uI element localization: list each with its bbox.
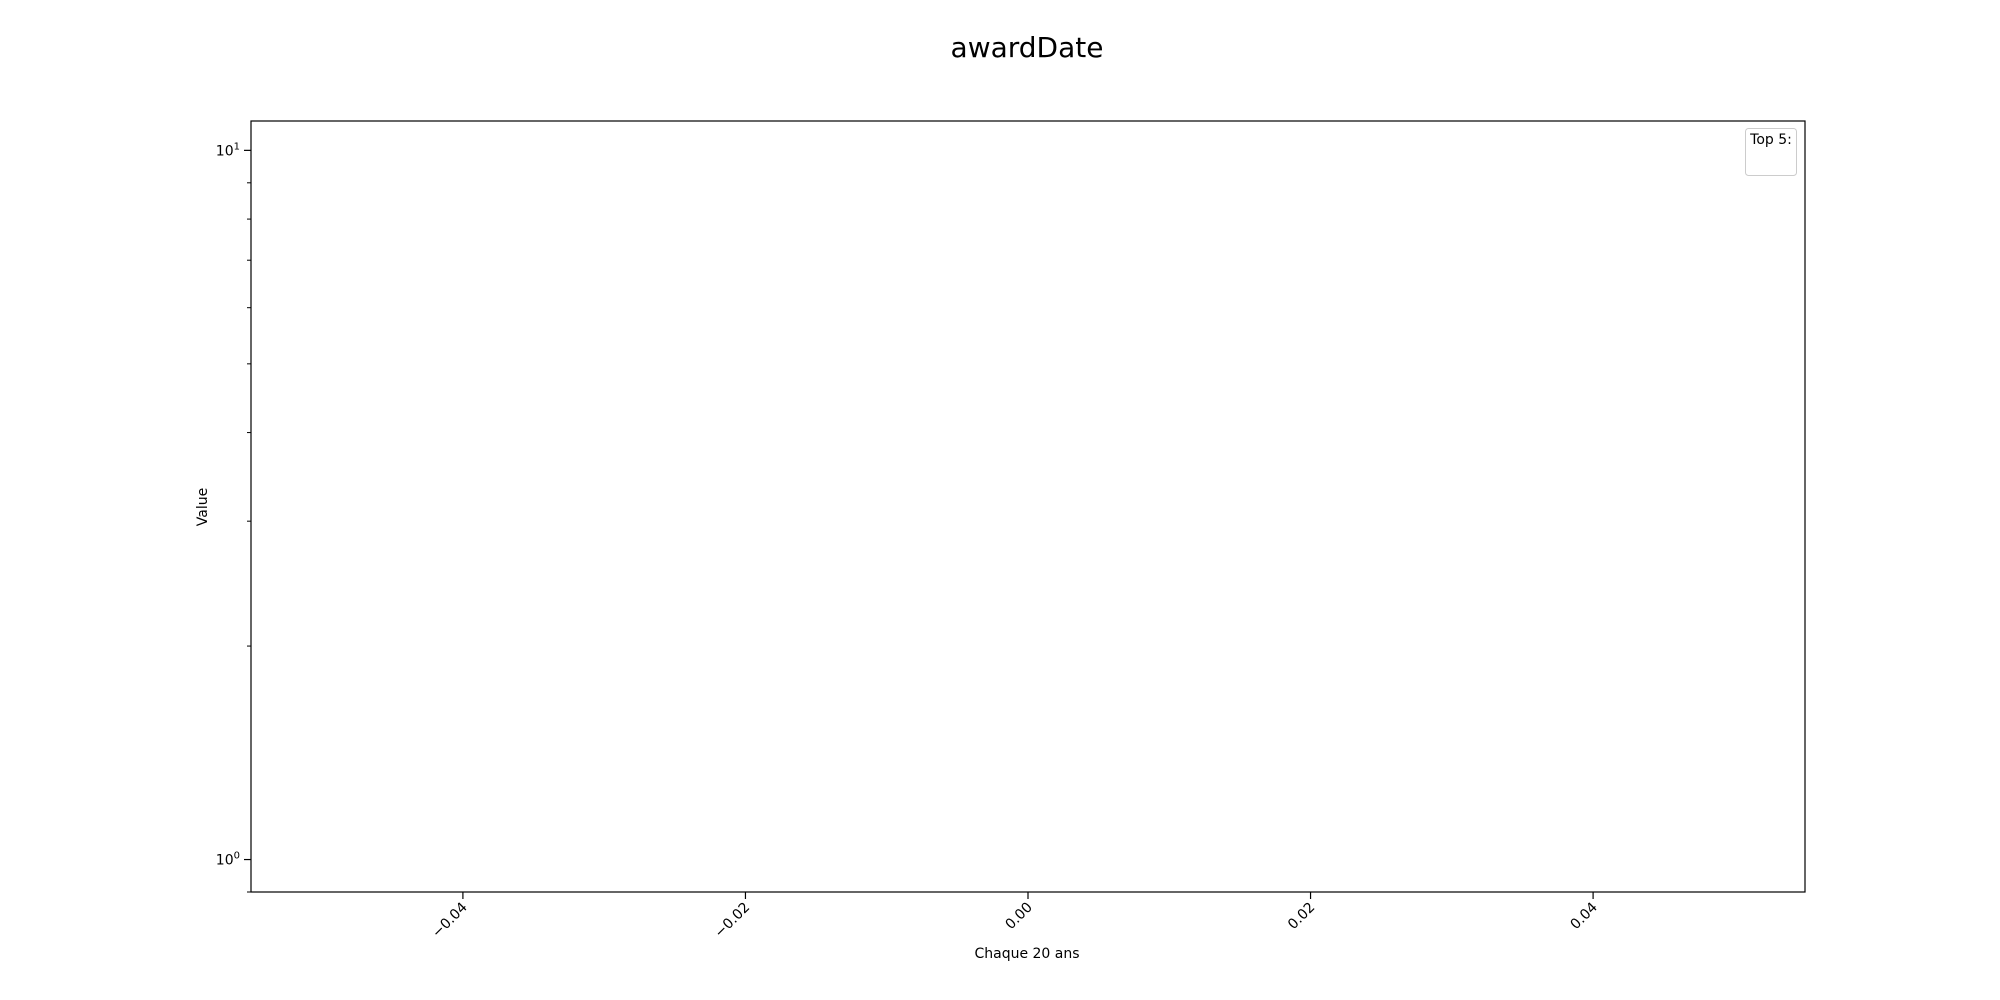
y-tick-label: 100: [216, 851, 240, 869]
x-axis-label: Chaque 20 ans: [974, 946, 1079, 962]
plot-frame: [250, 120, 1806, 893]
y-tick-label-base: 10: [216, 143, 234, 159]
y-tick-label-exponent: 0: [234, 851, 240, 862]
legend: Top 5:: [1745, 128, 1797, 176]
y-tick-label: 101: [216, 141, 240, 159]
y-axis-label: Value: [195, 488, 211, 526]
chart-title: awardDate: [951, 31, 1104, 64]
legend-box: [1745, 128, 1797, 176]
y-tick-label-exponent: 1: [234, 141, 240, 152]
y-tick-label-base: 10: [216, 853, 234, 869]
legend-title: Top 5:: [1749, 132, 1792, 148]
